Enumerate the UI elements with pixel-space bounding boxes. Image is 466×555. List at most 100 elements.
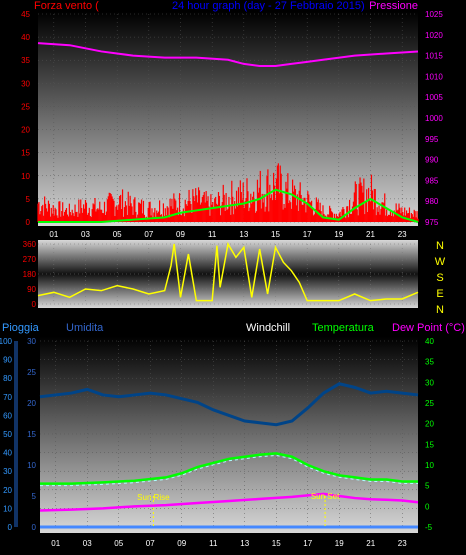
pressure-tick-label: 1010 bbox=[425, 72, 443, 81]
rain-tick-label: 20 bbox=[3, 486, 12, 495]
wind-tick-label: 35 bbox=[21, 56, 30, 65]
temp-x-tick-label: 19 bbox=[335, 539, 344, 548]
humidity-tick-label: 5 bbox=[32, 492, 37, 501]
pressure-tick-label: 1020 bbox=[425, 31, 443, 40]
temp-tick-label: -5 bbox=[425, 523, 433, 532]
pressure-tick-label: 1025 bbox=[425, 10, 443, 19]
wind-x-tick-label: 11 bbox=[208, 230, 217, 239]
direction-label-s: S bbox=[436, 272, 443, 284]
temp-tick-label: 10 bbox=[425, 461, 434, 470]
temp-tick-label: 0 bbox=[425, 502, 430, 511]
wind-direction-line bbox=[37, 241, 419, 302]
wind-x-tick-label: 09 bbox=[176, 230, 185, 239]
temp-tick-label: 20 bbox=[425, 420, 434, 429]
windchill-legend: Windchill bbox=[246, 322, 290, 334]
temp-tick-label: 40 bbox=[425, 337, 434, 346]
wind-x-tick-label: 13 bbox=[239, 230, 248, 239]
pressure-tick-label: 1000 bbox=[425, 114, 443, 123]
wind-x-tick-label: 21 bbox=[366, 230, 375, 239]
temp-x-tick-label: 23 bbox=[398, 539, 407, 548]
wind-x-tick-label: 01 bbox=[49, 230, 58, 239]
direction-label-n2: N bbox=[436, 304, 444, 316]
wind-tick-label: 5 bbox=[26, 195, 31, 204]
temp-x-tick-label: 21 bbox=[366, 539, 375, 548]
wind-tick-label: 10 bbox=[21, 172, 30, 181]
wind-axis-title: Forza vento ( bbox=[34, 0, 99, 12]
direction-label-e: E bbox=[436, 288, 443, 300]
temp-x-tick-label: 07 bbox=[146, 539, 155, 548]
rain-tick-label: 100 bbox=[0, 337, 13, 346]
rain-tick-label: 60 bbox=[3, 411, 12, 420]
sunset-annotation: Sun Set bbox=[311, 492, 340, 501]
rain-tick-label: 70 bbox=[3, 393, 12, 402]
dewpoint-legend: Dew Point (°C) bbox=[392, 322, 465, 334]
humidity-line bbox=[39, 382, 419, 427]
wind-tick-label: 25 bbox=[21, 102, 30, 111]
chart-title: 24 hour graph (day - 27 Febbraio 2015) bbox=[172, 0, 365, 12]
wind-x-tick-label: 23 bbox=[398, 230, 407, 239]
rain-tick-label: 50 bbox=[3, 430, 12, 439]
temp-x-tick-label: 13 bbox=[240, 539, 249, 548]
direction-tick-label: 360 bbox=[23, 240, 37, 249]
rain-tick-label: 30 bbox=[3, 467, 12, 476]
humidity-tick-label: 25 bbox=[27, 368, 36, 377]
pressure-tick-label: 990 bbox=[425, 156, 439, 165]
temp-x-tick-label: 15 bbox=[272, 539, 281, 548]
temperature-line bbox=[40, 452, 418, 485]
pressure-tick-label: 980 bbox=[425, 197, 439, 206]
wind-panel-bg bbox=[38, 12, 418, 226]
rain-tick-label: 90 bbox=[3, 356, 12, 365]
rain-tick-label: 80 bbox=[3, 374, 12, 383]
direction-label-n1: N bbox=[436, 240, 444, 252]
temp-tick-label: 15 bbox=[425, 440, 434, 449]
temp-x-tick-label: 11 bbox=[209, 539, 218, 548]
wind-x-tick-label: 19 bbox=[334, 230, 343, 239]
pressure-tick-label: 975 bbox=[425, 218, 439, 227]
wind-tick-label: 0 bbox=[26, 218, 31, 227]
windchill-line bbox=[40, 454, 418, 487]
direction-tick-label: 270 bbox=[23, 255, 37, 264]
temp-x-tick-label: 01 bbox=[51, 539, 60, 548]
direction-tick-label: 90 bbox=[27, 285, 36, 294]
pressure-tick-label: 985 bbox=[425, 176, 439, 185]
temp-x-tick-label: 03 bbox=[83, 539, 92, 548]
wind-tick-label: 20 bbox=[21, 126, 30, 135]
wind-x-tick-label: 07 bbox=[144, 230, 153, 239]
wind-tick-label: 15 bbox=[21, 149, 30, 158]
wind-x-tick-label: 17 bbox=[303, 230, 312, 239]
wind-tick-label: 30 bbox=[21, 79, 30, 88]
temp-tick-label: 35 bbox=[425, 358, 434, 367]
temp-tick-label: 25 bbox=[425, 399, 434, 408]
rain-tick-label: 10 bbox=[3, 504, 12, 513]
temp-panel-bg bbox=[40, 337, 418, 533]
wind-average-line bbox=[38, 188, 419, 223]
dewpoint-line bbox=[39, 492, 419, 512]
wind-tick-label: 40 bbox=[21, 33, 30, 42]
temp-tick-label: 5 bbox=[425, 482, 430, 491]
pressure-line bbox=[37, 42, 419, 67]
humidity-axis-title: Umidita bbox=[66, 322, 104, 334]
temperature-legend: Temperatura bbox=[312, 322, 375, 334]
wind-x-tick-label: 15 bbox=[271, 230, 280, 239]
humidity-tick-label: 20 bbox=[27, 399, 36, 408]
humidity-tick-label: 15 bbox=[27, 430, 36, 439]
wind-tick-label: 45 bbox=[21, 10, 30, 19]
pressure-tick-label: 995 bbox=[425, 135, 439, 144]
wind-x-tick-label: 03 bbox=[81, 230, 90, 239]
rain-axis-title: Pioggia bbox=[2, 322, 40, 334]
pressure-tick-label: 1005 bbox=[425, 93, 443, 102]
humidity-tick-label: 0 bbox=[32, 523, 37, 532]
temp-x-tick-label: 05 bbox=[114, 539, 123, 548]
temp-x-tick-label: 09 bbox=[177, 539, 186, 548]
sunrise-annotation: Sun Rise bbox=[137, 493, 170, 502]
rain-tick-label: 0 bbox=[8, 523, 13, 532]
direction-tick-label: 0 bbox=[32, 300, 37, 309]
humidity-tick-label: 30 bbox=[27, 337, 36, 346]
temp-tick-label: 30 bbox=[425, 378, 434, 387]
wind-x-tick-label: 05 bbox=[113, 230, 122, 239]
rain-axis-bar bbox=[14, 341, 18, 527]
pressure-tick-label: 1015 bbox=[425, 52, 443, 61]
humidity-tick-label: 10 bbox=[27, 461, 36, 470]
direction-label-w: W bbox=[435, 256, 446, 268]
